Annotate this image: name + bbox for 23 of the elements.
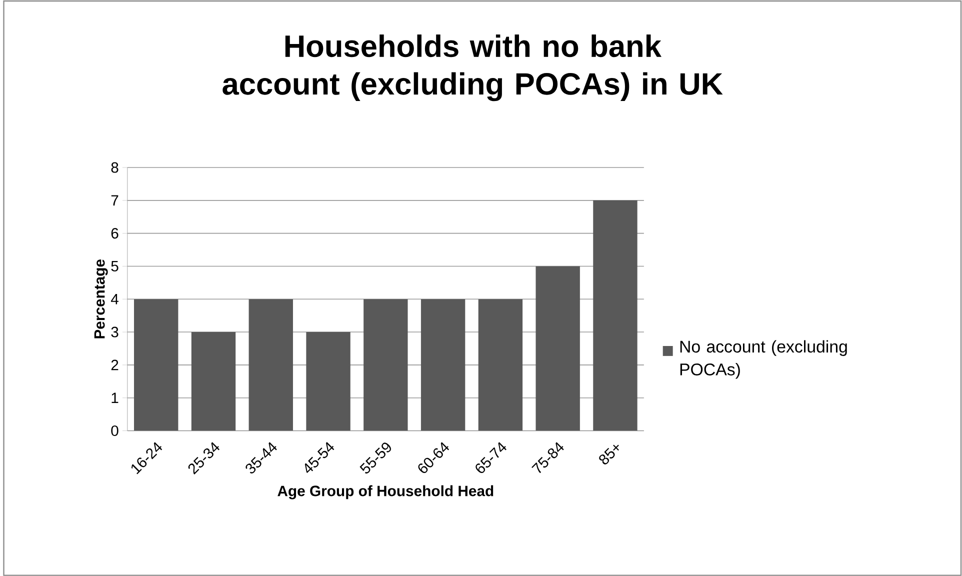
chart-title: Households with no bank account (excluding POCAs) in UK	[222, 34, 723, 101]
legend-label: No account (excluding POCAs)	[680, 340, 847, 379]
x-tick-label: 85+	[599, 444, 619, 464]
bar	[306, 332, 350, 431]
y-tick-label: 4	[110, 294, 118, 304]
y-tick-label: 8	[111, 162, 118, 173]
y-tick-label: 0	[111, 425, 118, 436]
y-tick-label: 6	[111, 228, 118, 238]
y-tick-label: 2	[111, 360, 118, 370]
bar	[420, 298, 466, 431]
y-tick-label: 1	[112, 392, 118, 403]
y-tick-label: 5	[111, 260, 118, 272]
x-axis-title: Age Group of Household Head	[278, 485, 494, 500]
bar	[191, 332, 236, 431]
bar	[134, 298, 178, 431]
y-tick-label: 7	[111, 195, 118, 206]
bar	[536, 266, 580, 431]
bar	[593, 200, 638, 431]
y-tick-label: 3	[111, 326, 118, 338]
bar	[364, 298, 408, 431]
y-axis-title: Percentage	[94, 259, 108, 338]
bar	[478, 298, 523, 431]
bar	[248, 298, 293, 431]
